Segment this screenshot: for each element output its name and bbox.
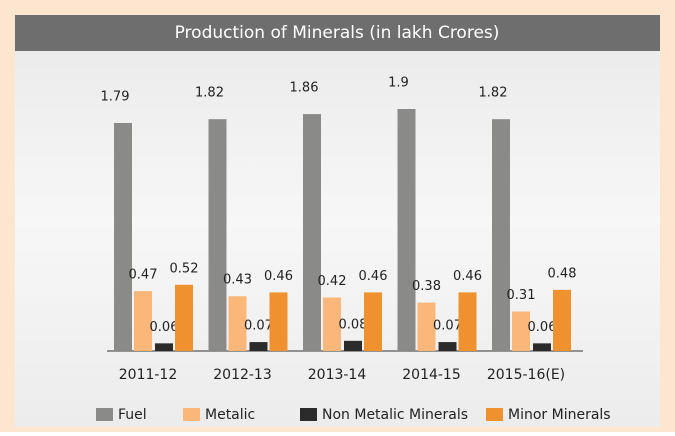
- value-label: 0.43: [223, 273, 252, 288]
- bar: [438, 342, 457, 351]
- bar: [228, 296, 247, 351]
- value-label: 1.86: [290, 81, 319, 96]
- panel: [15, 15, 660, 427]
- legend-swatch: [96, 408, 113, 421]
- bar: [208, 119, 227, 351]
- bar: [134, 291, 152, 351]
- legend-label: Fuel: [118, 407, 147, 423]
- bar: [323, 297, 341, 351]
- value-label: 0.31: [507, 288, 536, 303]
- value-label: 0.06: [150, 320, 179, 335]
- value-label: 0.47: [129, 268, 158, 283]
- legend-label: Non Metalic Minerals: [322, 407, 468, 423]
- value-label: 1.9: [388, 76, 409, 91]
- value-label: 0.52: [170, 261, 199, 276]
- bar: [364, 292, 382, 351]
- bar: [269, 292, 288, 351]
- value-label: 1.82: [479, 86, 508, 101]
- bar: [344, 340, 362, 351]
- bar: [492, 119, 510, 351]
- legend-swatch: [300, 408, 317, 421]
- bar: [175, 284, 193, 351]
- x-tick-label: 2013-14: [308, 367, 367, 383]
- value-label: 0.08: [339, 317, 368, 332]
- x-tick-label: 2012-13: [213, 367, 272, 383]
- bar: [303, 114, 321, 352]
- value-label: 0.38: [412, 279, 441, 294]
- bar: [155, 343, 173, 351]
- value-label: 0.48: [548, 266, 577, 281]
- x-tick-label: 2015-16(E): [487, 367, 565, 383]
- x-tick-label: 2014-15: [402, 367, 461, 383]
- x-tick-label: 2011-12: [119, 367, 178, 383]
- bar: [249, 342, 268, 351]
- value-label: 0.46: [264, 269, 293, 284]
- legend-label: Minor Minerals: [508, 407, 611, 423]
- title-bar: [15, 15, 660, 51]
- bar: [458, 292, 477, 351]
- legend-label: Metalic: [205, 407, 255, 423]
- chart-title: Production of Minerals (in lakh Crores): [175, 23, 500, 43]
- value-label: 0.06: [528, 320, 557, 335]
- value-label: 0.46: [453, 269, 482, 284]
- value-label: 0.42: [318, 274, 347, 289]
- bar: [512, 311, 530, 351]
- value-label: 0.07: [433, 319, 462, 334]
- value-label: 1.82: [195, 86, 224, 101]
- value-label: 1.79: [101, 90, 130, 105]
- value-label: 0.07: [244, 319, 273, 334]
- bar: [533, 343, 551, 351]
- legend-swatch: [183, 408, 200, 421]
- legend-swatch: [486, 408, 503, 421]
- bar: [417, 302, 436, 351]
- bar: [114, 123, 132, 351]
- bar: [397, 109, 416, 351]
- value-label: 0.46: [359, 269, 388, 284]
- bar: [553, 289, 571, 351]
